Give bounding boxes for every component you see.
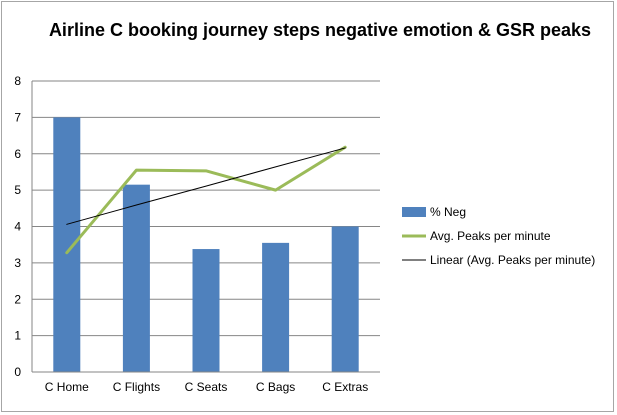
- legend-entry-label: Linear (Avg. Peaks per minute): [430, 253, 595, 267]
- bar-5: [331, 226, 359, 372]
- legend-swatch-bar: [402, 207, 426, 217]
- legend-entry-label: % Neg: [430, 205, 466, 219]
- x-tick-label: C Bags: [256, 380, 295, 394]
- bar-1: [53, 117, 81, 372]
- peaks-line-series: [65, 145, 347, 255]
- y-tick-label-1: 1: [14, 329, 21, 343]
- line-series: [65, 145, 347, 255]
- chart-title: Airline C booking journey steps negative…: [48, 20, 592, 40]
- legend-entry-label: Avg. Peaks per minute: [430, 229, 551, 243]
- y-tick-label-5: 5: [14, 183, 21, 197]
- y-tick-label-6: 6: [14, 147, 21, 161]
- y-tick-label-2: 2: [14, 292, 21, 306]
- y-tick-label-3: 3: [14, 256, 21, 270]
- y-tick-label-8: 8: [14, 74, 21, 88]
- y-axis-ticks: 0 1 2 3 4 5 6 7 8: [14, 74, 21, 379]
- x-tick-label: C Flights: [113, 380, 160, 394]
- bar-series: [53, 117, 359, 372]
- x-tick-label: C Extras: [322, 380, 368, 394]
- legend: % Neg Avg. Peaks per minute Linear (Avg. P…: [402, 205, 595, 267]
- y-tick-label-0: 0: [14, 365, 21, 379]
- axes: [31, 81, 380, 373]
- bar-2: [122, 184, 150, 372]
- trendline-series: [66, 147, 346, 225]
- bar-4: [262, 242, 290, 372]
- y-tick-label-4: 4: [14, 220, 21, 234]
- x-tick-label: C Seats: [185, 380, 228, 394]
- bar-3: [192, 249, 220, 372]
- x-axis-ticks: C Home C Flights C Seats C Bags C Extras: [45, 380, 368, 394]
- x-tick-label: C Home: [45, 380, 89, 394]
- y-tick-label-7: 7: [14, 110, 21, 124]
